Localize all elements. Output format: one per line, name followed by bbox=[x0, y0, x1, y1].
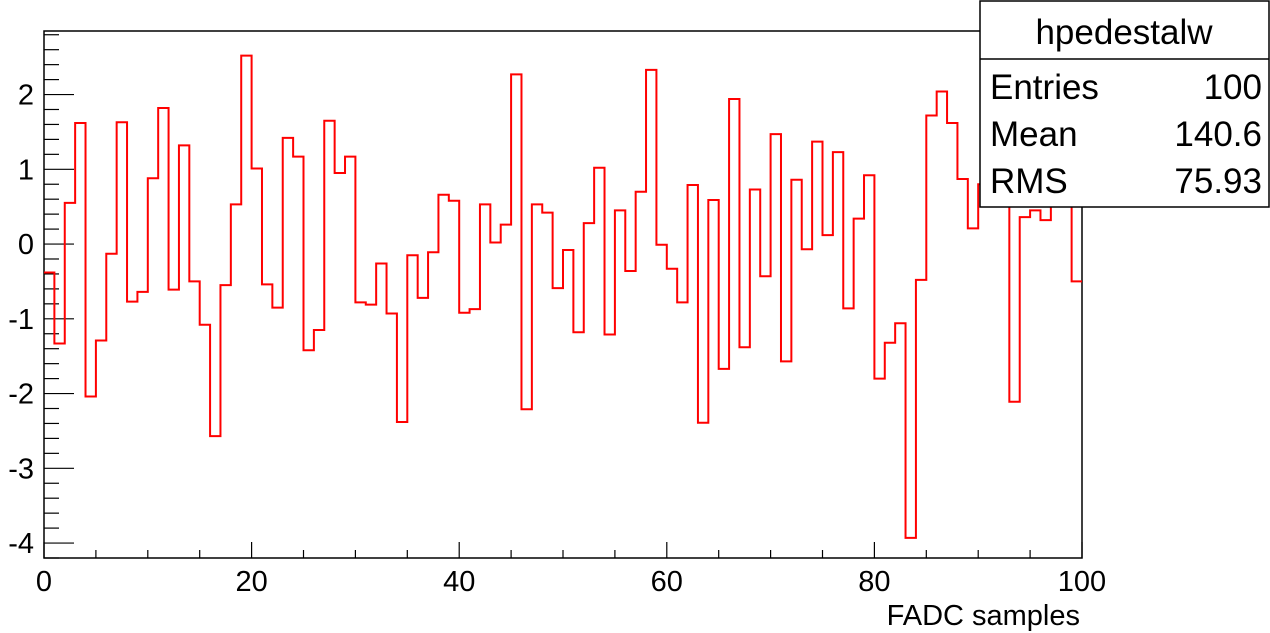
stats-rms-value: 75.93 bbox=[1174, 162, 1262, 201]
x-tick-label: 40 bbox=[443, 566, 475, 598]
stats-mean-label: Mean bbox=[990, 115, 1078, 154]
series-line bbox=[44, 54, 1082, 539]
x-axis-ticks bbox=[43, 542, 1083, 558]
stats-mean-value: 140.6 bbox=[1174, 115, 1262, 154]
stats-rms-label: RMS bbox=[990, 162, 1068, 201]
stats-box-frame bbox=[979, 0, 1270, 208]
stats-entries-value: 100 bbox=[1204, 68, 1262, 107]
y-tick-label: 0 bbox=[18, 229, 34, 261]
y-tick-label: -1 bbox=[8, 304, 34, 336]
y-axis-tick-labels: -4 -3 -2 -1 0 1 2 bbox=[8, 80, 34, 561]
x-tick-label: 100 bbox=[1058, 566, 1106, 598]
stats-box-title: hpedestalw bbox=[1035, 13, 1213, 52]
x-tick-label: 80 bbox=[858, 566, 890, 598]
y-tick-label: -3 bbox=[8, 453, 34, 485]
y-tick-label: -4 bbox=[8, 528, 34, 560]
stats-box: hpedestalw Entries 100 Mean 140.6 RMS 75… bbox=[979, 0, 1270, 208]
x-axis-title: FADC samples bbox=[887, 600, 1080, 632]
stats-entries-label: Entries bbox=[990, 68, 1099, 107]
x-tick-label: 60 bbox=[651, 566, 683, 598]
y-tick-label: 2 bbox=[18, 80, 34, 112]
y-tick-label: 1 bbox=[18, 154, 34, 186]
y-tick-label: -2 bbox=[8, 379, 34, 411]
histogram-series bbox=[44, 54, 1082, 539]
y-axis-ticks bbox=[44, 34, 74, 559]
x-tick-label: 0 bbox=[36, 566, 52, 598]
x-tick-label: 20 bbox=[235, 566, 267, 598]
x-axis-tick-labels: 0 20 40 60 80 100 bbox=[36, 566, 1106, 598]
